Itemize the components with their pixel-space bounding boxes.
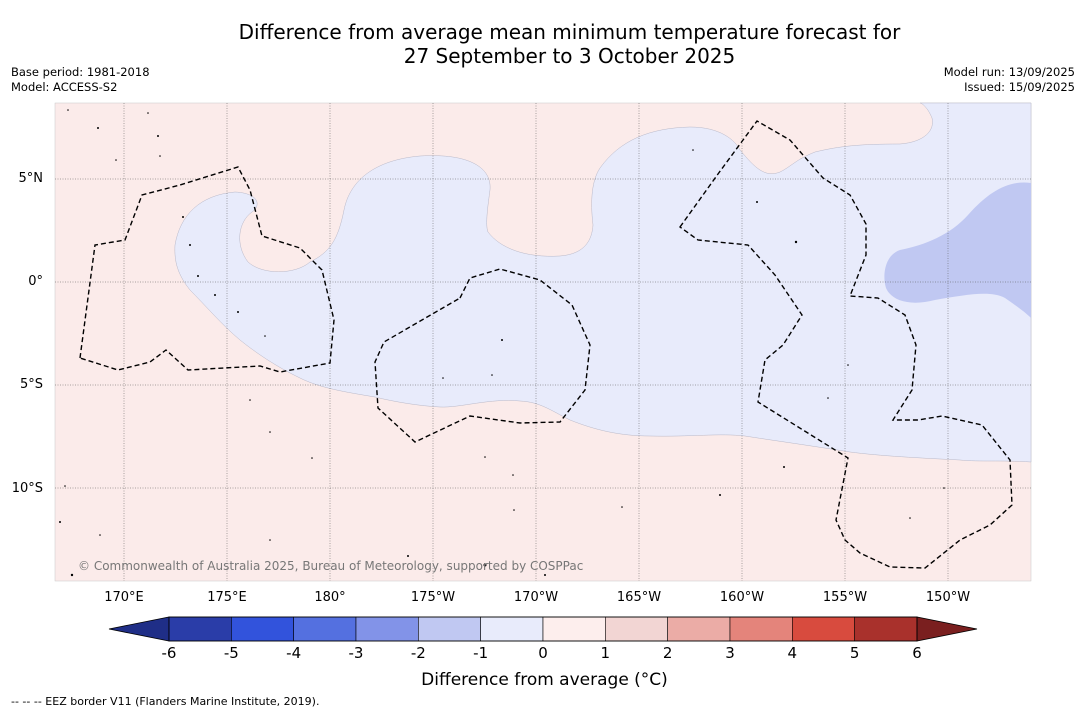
colorbar-tick-label: 3 <box>725 644 735 662</box>
colorbar-cell <box>168 616 232 642</box>
colorbar-tick-label: -3 <box>348 644 364 662</box>
colorbar-cell <box>792 616 855 642</box>
graticule <box>55 103 1031 581</box>
lat-label-10s: 10°S <box>11 481 43 496</box>
colorbar-cell <box>605 616 668 642</box>
eez-borders <box>79 120 1013 569</box>
colorbar-cell <box>355 616 419 642</box>
colorbar-frame <box>168 616 918 642</box>
lat-label-5n: 5°N <box>18 171 44 186</box>
model-run: Model run: 13/09/2025 <box>943 65 1075 79</box>
colorbar-cell <box>231 616 294 642</box>
eez-legend: -- -- -- EEZ border V11 (Flanders Marine… <box>11 695 320 708</box>
colorbar-tick-label: 2 <box>662 644 673 662</box>
colorbar-tick-label: 1 <box>600 644 611 662</box>
colorbar-extend-low <box>108 616 170 642</box>
colorbar-cell <box>542 616 606 642</box>
colorbar-extend-high <box>916 616 978 642</box>
colorbar-tick-label: 4 <box>787 644 798 662</box>
colorbar-tick-label: 6 <box>912 644 922 662</box>
colorbar-tick-label: -1 <box>473 644 489 662</box>
cool-anomaly-area <box>174 102 1032 463</box>
lon-label-150w: 150°W <box>925 590 971 605</box>
lon-label-175w: 175°W <box>410 590 456 605</box>
eez-border-east <box>679 120 1013 569</box>
colorbar-tick-label: -2 <box>410 644 426 662</box>
colorbar-tick-label: -4 <box>286 644 302 662</box>
lon-label-170w: 170°W <box>513 590 559 605</box>
colorbar-tick-label: -5 <box>223 644 239 662</box>
lat-label-5s: 5°S <box>19 377 43 392</box>
colorbar-cell <box>293 616 357 642</box>
lon-label-170e: 170°E <box>104 590 144 605</box>
base-period: Base period: 1981-2018 <box>11 65 150 79</box>
title-line-2: 27 September to 3 October 2025 <box>403 44 736 68</box>
model-name: Model: ACCESS-S2 <box>11 80 118 94</box>
colorbar-cell <box>480 616 544 642</box>
lon-label-180: 180° <box>314 590 346 605</box>
colorbar-cell <box>729 616 793 642</box>
colorbar-cell <box>418 616 481 642</box>
colorbar-cells <box>168 616 918 642</box>
colorbar-tick-label: 0 <box>538 644 548 662</box>
colorbar-tick-label: 5 <box>849 644 860 662</box>
colorbar-cell <box>667 616 731 642</box>
lat-label-0: 0° <box>28 274 43 289</box>
island-markers <box>59 109 945 577</box>
lon-label-175e: 175°E <box>207 590 247 605</box>
title-line-1: Difference from average mean minimum tem… <box>238 20 901 44</box>
lon-label-165w: 165°W <box>616 590 662 605</box>
colorbar-cell <box>854 616 918 642</box>
cooler-anomaly-area <box>884 182 1031 318</box>
eez-border-west <box>79 166 335 373</box>
colorbar-tick-label: -6 <box>161 644 177 662</box>
eez-border-central <box>374 268 591 443</box>
lon-label-155w: 155°W <box>822 590 868 605</box>
chart-title: Difference from average mean minimum tem… <box>0 20 1085 68</box>
meta-right: Model run: 13/09/2025 Issued: 15/09/2025 <box>944 65 1075 95</box>
colorbar-label: Difference from average (°C) <box>421 670 668 690</box>
copyright-notice: © Commonwealth of Australia 2025, Bureau… <box>78 559 584 573</box>
lon-label-160w: 160°W <box>719 590 765 605</box>
issued-date: Issued: 15/09/2025 <box>964 80 1075 94</box>
meta-left: Base period: 1981-2018 Model: ACCESS-S2 <box>11 65 150 95</box>
